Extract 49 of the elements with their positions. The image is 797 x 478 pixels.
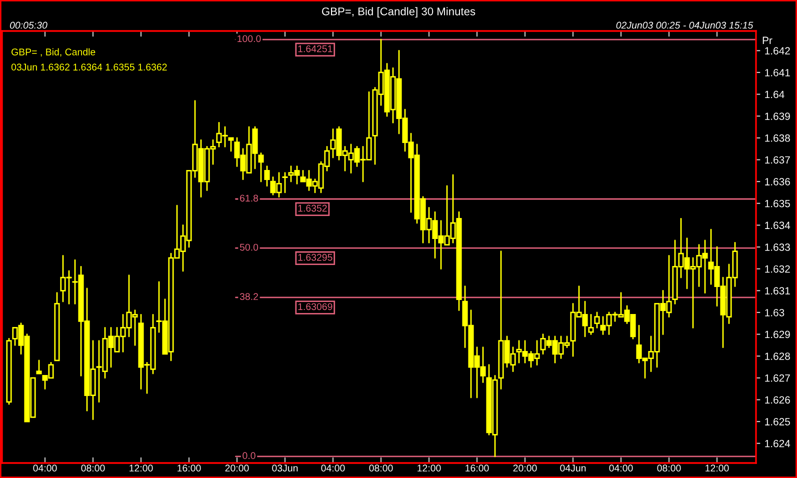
y-tick-label: 1.624 [765, 440, 790, 448]
annotation: 0.0 [242, 452, 256, 460]
ref-line-label: 1.63069 [298, 303, 332, 310]
x-tick-label: 03Jun [272, 464, 298, 472]
annotation: 100.0 [238, 35, 261, 42]
y-tick-label: 1.63 [765, 308, 784, 316]
ref-line-label: 1.6352 [298, 204, 327, 212]
y-tick-label: 1.637 [765, 156, 790, 164]
x-tick-label: 20:00 [225, 464, 249, 472]
ref-line-label: 1.63295 [298, 254, 332, 261]
y-tick-label: 1.638 [765, 134, 790, 142]
y-tick-label: 1.635 [765, 200, 790, 208]
x-tick-label: 16:00 [178, 464, 201, 472]
annotation: 03Jun 1.6362 1.6364 1.6355 1.6362 [11, 64, 167, 71]
x-tick-label: 08:00 [369, 464, 393, 472]
y-tick-label: 1.632 [765, 265, 790, 273]
y-tick-label: 1.64 [765, 90, 784, 98]
annotation: 50.0 [240, 244, 258, 251]
text: 00:05:30 [10, 22, 48, 29]
x-tick-label: 12:00 [418, 464, 441, 472]
annotation: 38.2 [240, 293, 258, 300]
chart-title: GBP=, Bid [Candle] 30 Minutes [322, 7, 476, 18]
y-tick-label: 1.626 [765, 396, 790, 404]
y-tick-label: 1.629 [765, 330, 790, 338]
text: GBP= , Bid, Candle [12, 48, 96, 57]
y-tick-label: 1.631 [765, 287, 790, 295]
x-tick-label: 08:00 [657, 464, 681, 472]
y-tick-label: 1.642 [765, 47, 790, 55]
x-tick-label: 04:00 [609, 464, 633, 472]
x-tick-label: 04Jun [560, 464, 586, 472]
y-tick-label: 1.627 [765, 374, 790, 382]
y-tick-label: 1.633 [765, 244, 790, 251]
y-tick-label: 1.628 [765, 352, 790, 360]
annotation: 61.8 [240, 194, 258, 202]
y-tick-label: 1.636 [765, 178, 790, 186]
ref-line-label: 1.64251 [298, 45, 332, 52]
y-axis-title: Pr [762, 36, 772, 44]
x-tick-label: 04:00 [321, 464, 345, 472]
text: 02Jun03 00:25 - 04Jun03 15:15 [616, 22, 754, 29]
y-tick-label: 1.639 [765, 112, 790, 120]
y-tick-label: 1.625 [765, 418, 790, 426]
x-tick-label: 04:00 [33, 464, 57, 472]
x-tick-label: 12:00 [130, 464, 153, 472]
y-tick-label: 1.641 [765, 68, 790, 76]
x-tick-label: 12:00 [706, 464, 729, 472]
x-tick-label: 20:00 [513, 464, 537, 472]
x-tick-label: 08:00 [81, 464, 105, 472]
y-tick-label: 1.634 [765, 222, 790, 230]
x-tick-label: 16:00 [466, 464, 489, 472]
